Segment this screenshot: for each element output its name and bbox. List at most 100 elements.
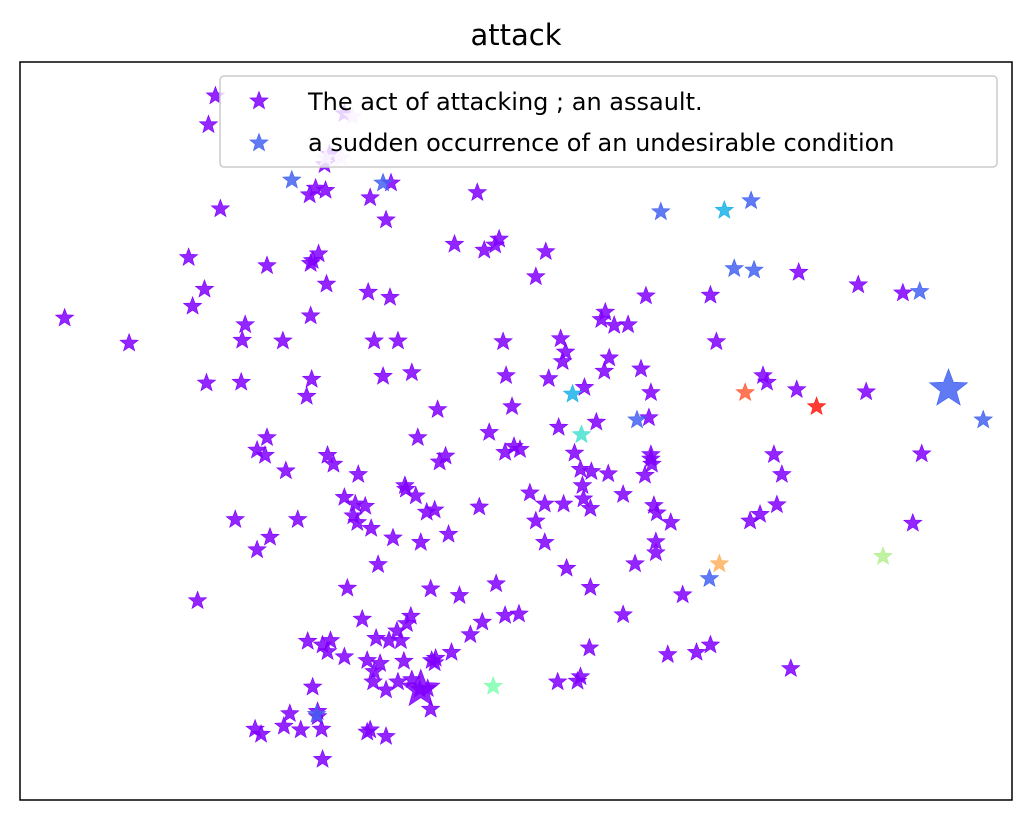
data-point: [744, 259, 764, 279]
data-point: [196, 372, 217, 392]
data-point: [360, 187, 381, 207]
legend-star-icon: [249, 132, 269, 152]
data-point: [273, 330, 293, 350]
legend-label-attack-act: The act of attacking ; an assault.: [307, 88, 703, 116]
data-point: [657, 644, 678, 663]
data-point: [366, 628, 386, 647]
data-point: [786, 379, 807, 399]
data-point: [724, 258, 745, 278]
data-point: [370, 653, 390, 672]
plot-area: [19, 61, 1013, 801]
data-point: [788, 261, 809, 281]
data-point: [641, 382, 661, 402]
data-point: [119, 332, 139, 352]
data-point: [320, 630, 341, 649]
data-point: [757, 371, 777, 391]
data-point: [297, 630, 318, 650]
data-point: [376, 726, 396, 745]
data-point: [276, 460, 296, 480]
data-point: [363, 671, 384, 691]
data-point: [580, 577, 601, 596]
data-point: [586, 411, 607, 431]
data-point-large: [928, 368, 969, 406]
data-point: [525, 510, 546, 530]
data-point: [510, 439, 530, 458]
data-point: [552, 351, 573, 371]
data-point: [420, 578, 441, 598]
data-point: [182, 295, 203, 315]
data-point: [306, 704, 327, 723]
data-point-large: [400, 668, 441, 707]
data-point: [856, 381, 877, 401]
data-point: [570, 459, 591, 478]
data-point: [334, 646, 355, 666]
data-point: [489, 228, 509, 248]
data-point: [591, 309, 612, 328]
data-point: [635, 464, 655, 484]
data-point: [391, 630, 411, 649]
data-point: [550, 328, 571, 348]
data-point: [376, 209, 396, 229]
data-point: [911, 443, 932, 463]
legend-marker-sudden-occurrence: [249, 132, 269, 152]
data-point: [509, 603, 529, 623]
data-point: [438, 523, 459, 543]
data-point: [767, 494, 787, 514]
data-point: [296, 385, 317, 405]
data-point: [613, 484, 633, 503]
data-point: [352, 608, 373, 628]
data-point: [388, 330, 408, 350]
data-point: [358, 281, 379, 301]
data-point: [54, 307, 75, 327]
data-point: [376, 679, 396, 699]
data-point: [572, 475, 593, 494]
data-point: [300, 305, 321, 325]
data-point: [641, 448, 661, 468]
data-point: [274, 715, 294, 735]
data-point: [520, 482, 540, 502]
data-point: [305, 177, 326, 197]
data-point: [198, 114, 219, 134]
data-point: [534, 493, 555, 513]
data-point: [429, 451, 450, 471]
data-point: [625, 553, 645, 573]
data-point: [660, 512, 681, 531]
data-point: [764, 444, 784, 463]
data-point: [469, 496, 490, 516]
data-point: [416, 501, 437, 521]
data-point: [538, 368, 559, 387]
data-point: [772, 464, 792, 483]
data-point: [495, 442, 515, 461]
data-point: [700, 634, 721, 654]
data-point: [279, 703, 300, 723]
data-point: [479, 422, 500, 441]
data-point: [714, 199, 735, 219]
data-point: [496, 365, 516, 385]
data-point: [556, 557, 577, 577]
data-point: [627, 409, 647, 429]
data-point: [525, 266, 546, 286]
data-point: [255, 444, 275, 464]
data-point: [574, 377, 595, 396]
data-point: [231, 371, 252, 391]
data-point: [580, 498, 601, 517]
data-point: [700, 284, 721, 304]
data-marks: [54, 85, 994, 768]
data-point: [502, 396, 522, 416]
data-point: [647, 502, 667, 522]
data-point: [308, 243, 329, 263]
data-point: [706, 331, 727, 351]
data-point: [396, 478, 416, 498]
data-point: [618, 314, 638, 334]
data-point: [405, 485, 426, 505]
data-point: [337, 577, 358, 597]
legend: The act of attacking ; an assault. a sud…: [219, 75, 998, 168]
data-point: [407, 427, 428, 447]
data-point: [902, 512, 923, 532]
data-point: [741, 190, 761, 210]
legend-label-sudden-occurrence: a sudden occurrence of an undesirable co…: [308, 129, 895, 157]
data-point: [355, 495, 376, 515]
data-point: [368, 554, 388, 573]
data-point: [194, 278, 215, 298]
